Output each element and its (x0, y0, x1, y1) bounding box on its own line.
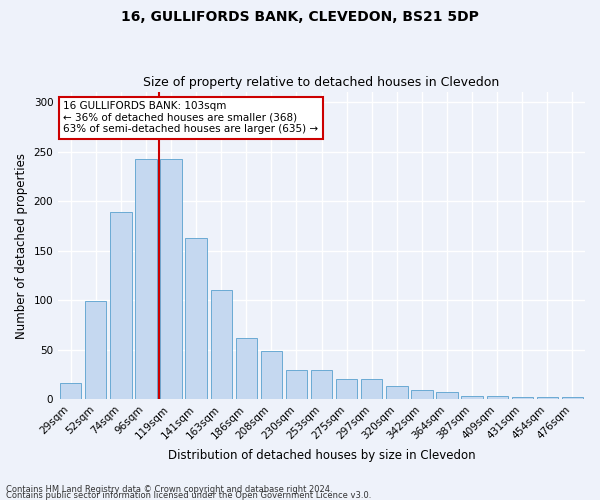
Text: 16, GULLIFORDS BANK, CLEVEDON, BS21 5DP: 16, GULLIFORDS BANK, CLEVEDON, BS21 5DP (121, 10, 479, 24)
Bar (85, 302, 106, 400)
Bar (336, 378, 358, 400)
Text: Contains public sector information licensed under the Open Government Licence v3: Contains public sector information licen… (6, 490, 371, 500)
Bar (211, 290, 232, 400)
Bar (512, 398, 533, 400)
Bar (411, 390, 433, 400)
Bar (136, 160, 157, 400)
Bar (361, 378, 382, 400)
Bar (60, 382, 82, 400)
X-axis label: Distribution of detached houses by size in Clevedon: Distribution of detached houses by size … (168, 450, 475, 462)
Bar (160, 160, 182, 400)
Bar (236, 338, 257, 400)
Bar (436, 392, 458, 400)
Bar (185, 238, 207, 400)
Bar (537, 398, 558, 400)
Y-axis label: Number of detached properties: Number of detached properties (15, 153, 28, 339)
Text: 16 GULLIFORDS BANK: 103sqm
← 36% of detached houses are smaller (368)
63% of sem: 16 GULLIFORDS BANK: 103sqm ← 36% of deta… (64, 102, 319, 134)
Text: Contains HM Land Registry data © Crown copyright and database right 2024.: Contains HM Land Registry data © Crown c… (6, 485, 332, 494)
Bar (311, 370, 332, 400)
Bar (461, 396, 483, 400)
Bar (286, 370, 307, 400)
Bar (562, 398, 583, 400)
Title: Size of property relative to detached houses in Clevedon: Size of property relative to detached ho… (143, 76, 500, 90)
Bar (110, 212, 131, 400)
Bar (386, 386, 407, 400)
Bar (487, 396, 508, 400)
Bar (261, 351, 282, 400)
